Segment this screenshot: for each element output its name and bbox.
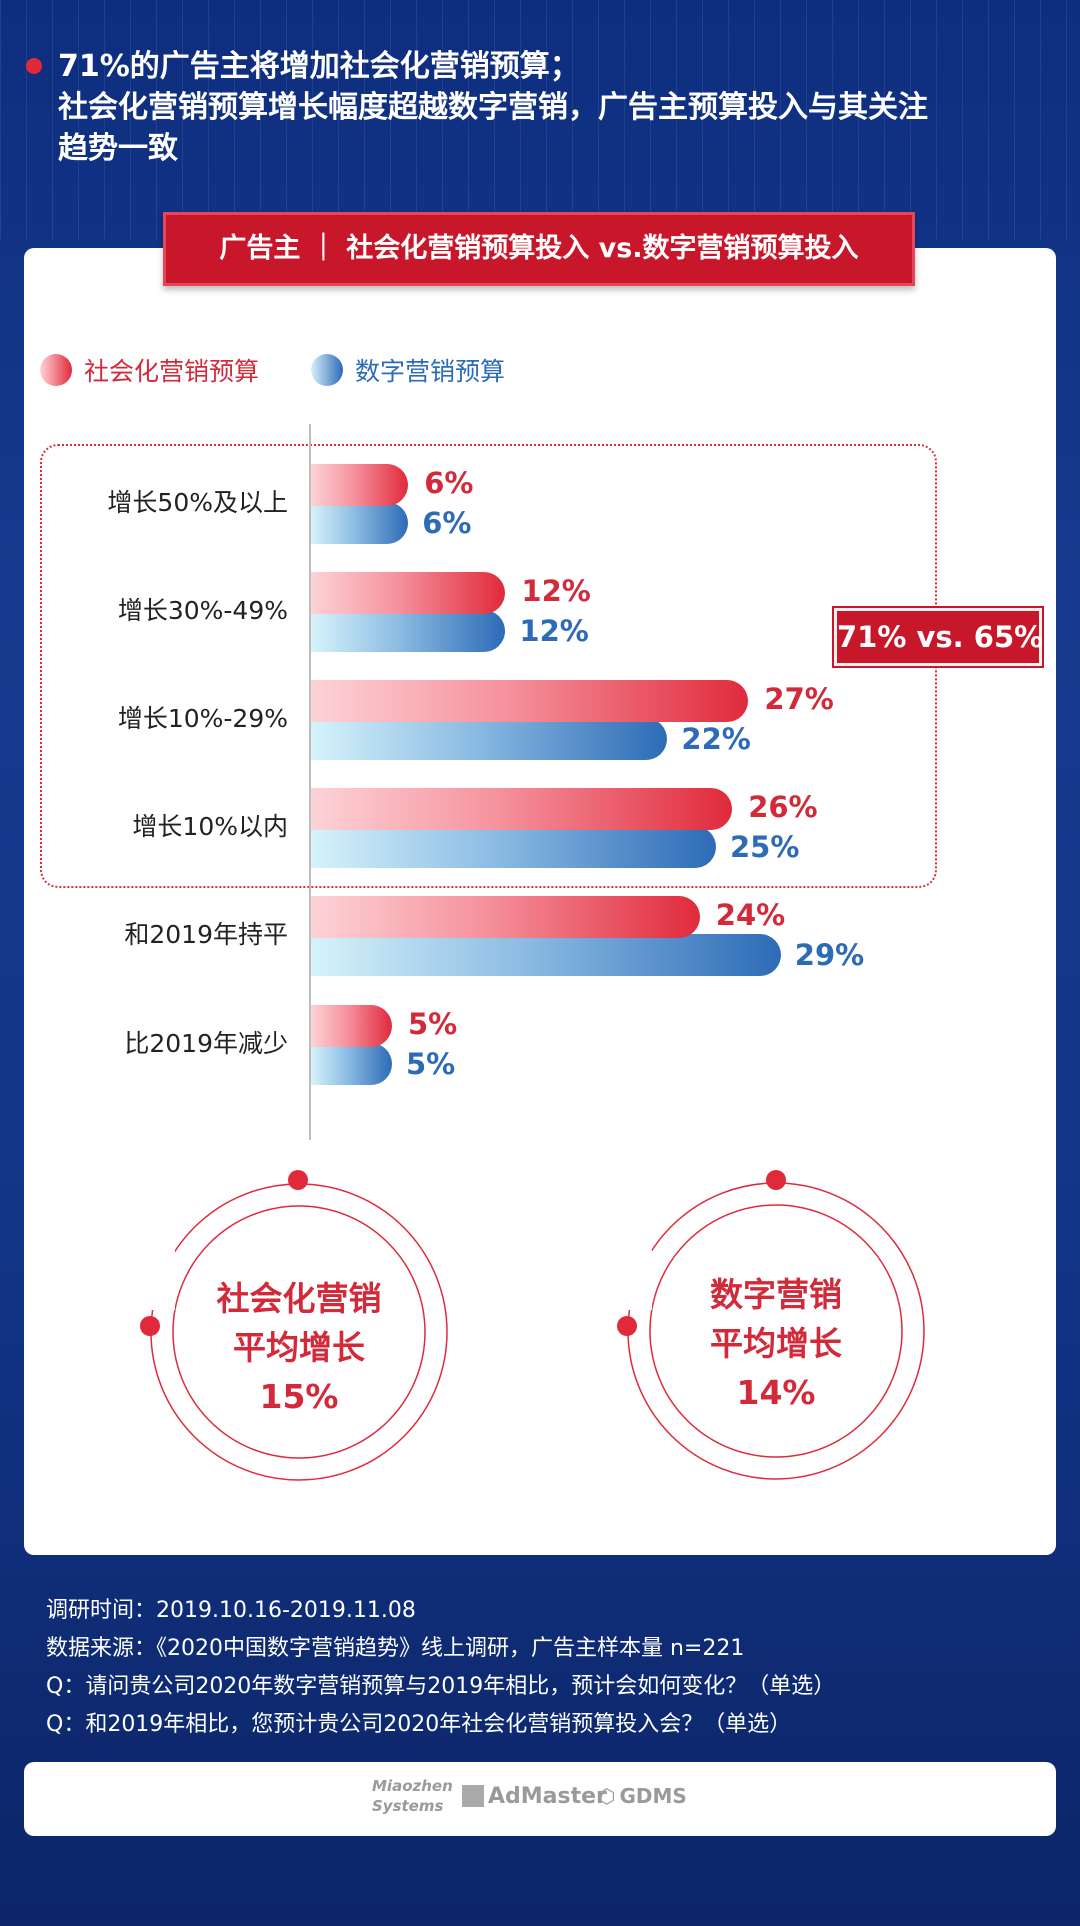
comparison-badge: 71% vs. 65% [832, 606, 1044, 668]
bar-social [311, 680, 749, 722]
bar-digital [311, 502, 409, 544]
circle-social-value: 15% [259, 1377, 339, 1416]
legend-social-label: 社会化营销预算 [84, 357, 260, 386]
bar-social [311, 572, 506, 614]
value-label-digital: 22% [681, 722, 751, 756]
bar-digital [311, 718, 668, 760]
legend-digital-swatch [311, 354, 344, 386]
category-label: 增长50%及以上 [107, 488, 288, 517]
legend-social-swatch [40, 354, 72, 386]
title-line-3: 趋势一致 [58, 131, 178, 166]
chart-banner: 广告主 ｜ 社会化营销预算投入 vs.数字营销预算投入 [163, 212, 915, 286]
bar-digital [311, 610, 506, 652]
note-data-source: 数据来源：《2020中国数字营销趋势》线上调研，广告主样本量 n=221 [46, 1636, 745, 1661]
value-label-digital: 6% [422, 506, 472, 540]
logo-gdms-text: GDMS [619, 1784, 687, 1808]
circle-social-line1: 社会化营销 [216, 1279, 382, 1318]
logo-admaster: AdMaster [462, 1784, 607, 1809]
value-label-digital: 5% [406, 1047, 456, 1081]
circle-social-inner-ring [172, 1205, 426, 1459]
circle-social-line2: 平均增长 [233, 1328, 365, 1367]
footer-logo-bar: Miaozhen Systems AdMaster ⬡ GDMS [24, 1762, 1056, 1836]
value-label-digital: 12% [519, 614, 589, 648]
page-title: 71%的广告主将增加社会化营销预算； 社会化营销预算增长幅度超越数字营销，广告主… [58, 46, 1038, 169]
circle-social-text: 社会化营销 平均增长 15% [199, 1274, 399, 1421]
value-label-social: 26% [748, 790, 818, 824]
note-survey-time: 调研时间：2019.10.16-2019.11.08 [46, 1598, 416, 1623]
chart-axis-line [309, 424, 311, 1140]
survey-notes: 调研时间：2019.10.16-2019.11.08 数据来源：《2020中国数… [46, 1592, 835, 1744]
bar-digital [311, 826, 716, 868]
circle-digital [617, 1170, 925, 1480]
circle-digital-inner-ring [649, 1204, 903, 1458]
legend-digital-label: 数字营销预算 [355, 357, 506, 386]
bar-social [311, 1005, 392, 1047]
value-label-digital: 29% [794, 938, 865, 972]
bar-social [311, 788, 733, 830]
circle-digital-line2: 平均增长 [710, 1324, 842, 1363]
circle-social-dot-left [140, 1316, 160, 1336]
increase-group-box [40, 444, 937, 888]
category-label: 增长30%-49% [117, 596, 288, 625]
note-question-social: Q：和2019年相比，您预计贵公司2020年社会化营销预算投入会？（单选） [46, 1712, 792, 1737]
circle-digital-dot-left [617, 1316, 637, 1336]
value-label-social: 6% [424, 466, 474, 500]
title-line-2: 社会化营销预算增长幅度超越数字营销，广告主预算投入与其关注 [58, 90, 928, 125]
value-label-social: 5% [408, 1007, 458, 1041]
circle-social [140, 1170, 448, 1481]
circle-digital-ring-gap [617, 1250, 652, 1310]
category-label: 比2019年减少 [124, 1029, 288, 1058]
circle-digital-line1: 数字营销 [710, 1275, 842, 1314]
value-label-social: 27% [764, 682, 834, 716]
chart-legend: 社会化营销预算 数字营销预算 [40, 350, 505, 390]
circle-digital-dot-top [766, 1170, 786, 1190]
bar-digital [311, 934, 781, 976]
bar-social [311, 896, 700, 938]
category-label: 增长10%以内 [132, 812, 288, 841]
circle-digital-value: 14% [736, 1373, 816, 1412]
background-pattern [0, 0, 1080, 240]
logo-admaster-text: AdMaster [488, 1784, 607, 1809]
value-label-digital: 25% [730, 830, 800, 864]
header-bullet-dot [26, 58, 42, 74]
value-label-social: 24% [715, 898, 786, 932]
bar-social [311, 464, 409, 506]
title-line-1: 71%的广告主将增加社会化营销预算； [58, 49, 580, 84]
note-question-digital: Q：请问贵公司2020年数字营销预算与2019年相比，预计会如何变化？（单选） [46, 1674, 836, 1699]
circle-digital-text: 数字营销 平均增长 14% [676, 1270, 876, 1417]
bar-digital [311, 1043, 392, 1085]
logo-gdms-icon: ⬡ [598, 1784, 616, 1808]
category-label: 增长10%-29% [117, 704, 288, 733]
circle-social-dot-top [288, 1170, 308, 1190]
category-label: 和2019年持平 [124, 920, 288, 949]
circle-social-ring-gap [140, 1250, 175, 1310]
logo-gdms: ⬡ GDMS [598, 1784, 687, 1808]
logo-miaozhen: Miaozhen Systems [372, 1777, 453, 1815]
value-label-social: 12% [521, 574, 591, 608]
logo-admaster-icon [462, 1785, 484, 1807]
